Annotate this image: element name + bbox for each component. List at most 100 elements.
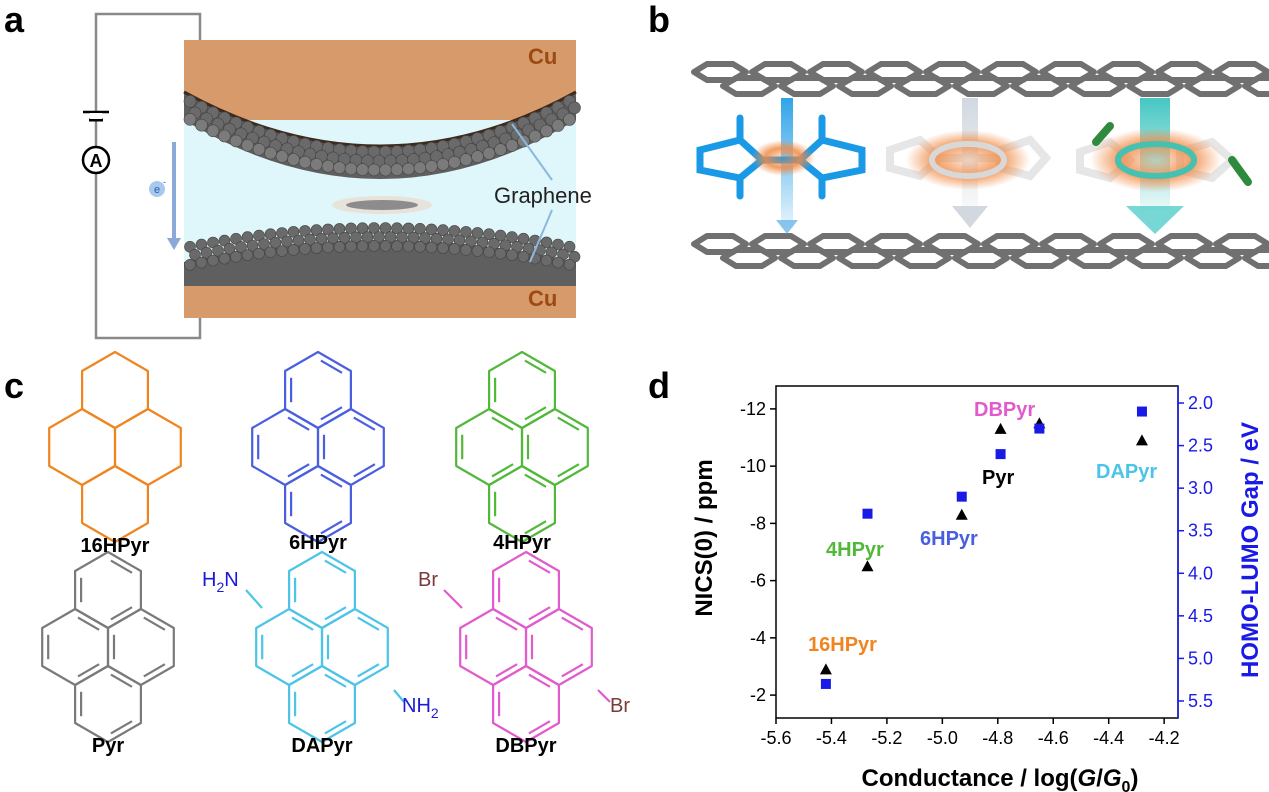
aromatic-glow-green [1090,128,1222,192]
substituent-bond [393,689,405,703]
graphene-hexagon [1242,75,1269,97]
carbon-atom [252,143,266,156]
y-right-tick-label: 5.5 [1188,691,1213,711]
carbon-atom [327,232,339,244]
carbon-atom [540,124,553,138]
y-left-tick-label: -12 [740,399,766,419]
graphene-hexagon [836,247,894,269]
graphene-hexagon [894,247,952,269]
graphene-hexagon [1126,75,1184,97]
carbon-atom [368,222,380,234]
gap-point [1136,406,1147,417]
carbon-atom [304,233,316,246]
carbon-atom [264,228,277,240]
carbon-atom [345,222,357,235]
graphene-bottom-layer [691,233,1269,269]
carbon-atom [414,241,426,253]
carbon-atom [195,118,208,132]
x-tick-label: -4.2 [1149,728,1180,748]
carbon-atom [287,244,300,256]
carbon-atom [356,240,369,252]
nics-point [819,663,832,675]
carbon-atom [281,235,293,248]
gap-point [1034,423,1045,434]
nics-point [994,422,1007,434]
structure-sixteen-h-pyr [48,350,182,544]
carbon-atom [310,242,323,254]
x-tick-label: -5.6 [760,728,791,748]
graphene-hexagon [778,75,836,97]
carbon-atom [494,143,507,156]
carbon-atom [276,245,288,257]
carbon-atom [471,227,484,239]
panel-c [41,350,611,744]
gap-point [862,508,873,519]
carbon-atom [269,236,282,249]
x-tick-label: -4.8 [982,728,1013,748]
carbon-atom [344,162,358,176]
graphene-hexagon [720,247,778,269]
carbon-atom [425,160,438,173]
carbon-atom [379,240,392,252]
carbon-atom [419,232,431,244]
carbon-atom [246,239,259,252]
molecule-name-6hpyr: 6HPyr [289,532,347,554]
graphene-hexagon [778,247,836,269]
carbon-atom [448,243,461,255]
carbon-atom [321,159,335,173]
molecule-name-4hpyr: 4HPyr [493,532,551,554]
carbon-atom [459,153,473,166]
electron-icon [149,181,165,197]
carbon-atom [552,256,564,269]
x-tick-label: -5.2 [871,728,902,748]
carbon-atom [568,101,581,115]
x-tick-label: -4.4 [1093,728,1124,748]
carbon-atom [373,231,385,243]
carbon-atom [253,247,265,260]
carbon-atom [200,246,213,259]
carbon-atom [506,249,518,261]
panel-letter-b: b [648,0,670,40]
carbon-atom [333,161,346,174]
gap-point [820,678,831,689]
carbon-atom [235,241,247,253]
y-left-tick-label: -4 [750,628,766,648]
carbon-atom [460,226,472,238]
carbon-atom [471,150,484,163]
panel-letter-a: a [4,0,25,40]
electron-label: e [154,184,160,196]
carbon-atom [563,113,576,126]
graphene-hexagon [894,75,952,97]
carbon-atom [276,227,288,239]
carbon-atom [218,252,231,265]
structure-four-h-pyr [455,350,589,544]
carbon-atom [482,147,496,160]
substituent-bond [597,689,611,703]
carbon-atom [310,224,323,236]
y-right-tick-label: 4.5 [1188,606,1213,626]
carbon-atom [206,124,220,138]
panel-letter-d: d [648,365,670,406]
substituent-bond [245,589,263,609]
graphene-hexagon [1126,247,1184,269]
point-annotation: 4HPyr [826,539,884,561]
structure-pyr [41,550,175,744]
carbon-atom [390,163,404,176]
bromo-bottom-label: Br [610,695,630,717]
graphene-hexagon [1184,247,1242,269]
chart-y-left-label: NICS(0) / ppm [691,459,718,616]
nics-point [955,508,968,520]
graphene-hexagon [1242,247,1269,269]
carbon-atom [517,250,530,263]
carbon-atom [494,247,507,260]
point-annotation: Pyr [982,467,1014,489]
structure-da-pyr [255,550,389,744]
ammeter-icon [81,145,111,175]
x-tick-label: -4.6 [1038,728,1069,748]
carbon-atom [223,243,236,255]
y-right-tick-label: 2.5 [1188,436,1213,456]
molecule-name-dbpyr: DBPyr [495,735,556,757]
carbon-atom [528,129,542,143]
carbon-atom [315,233,328,245]
